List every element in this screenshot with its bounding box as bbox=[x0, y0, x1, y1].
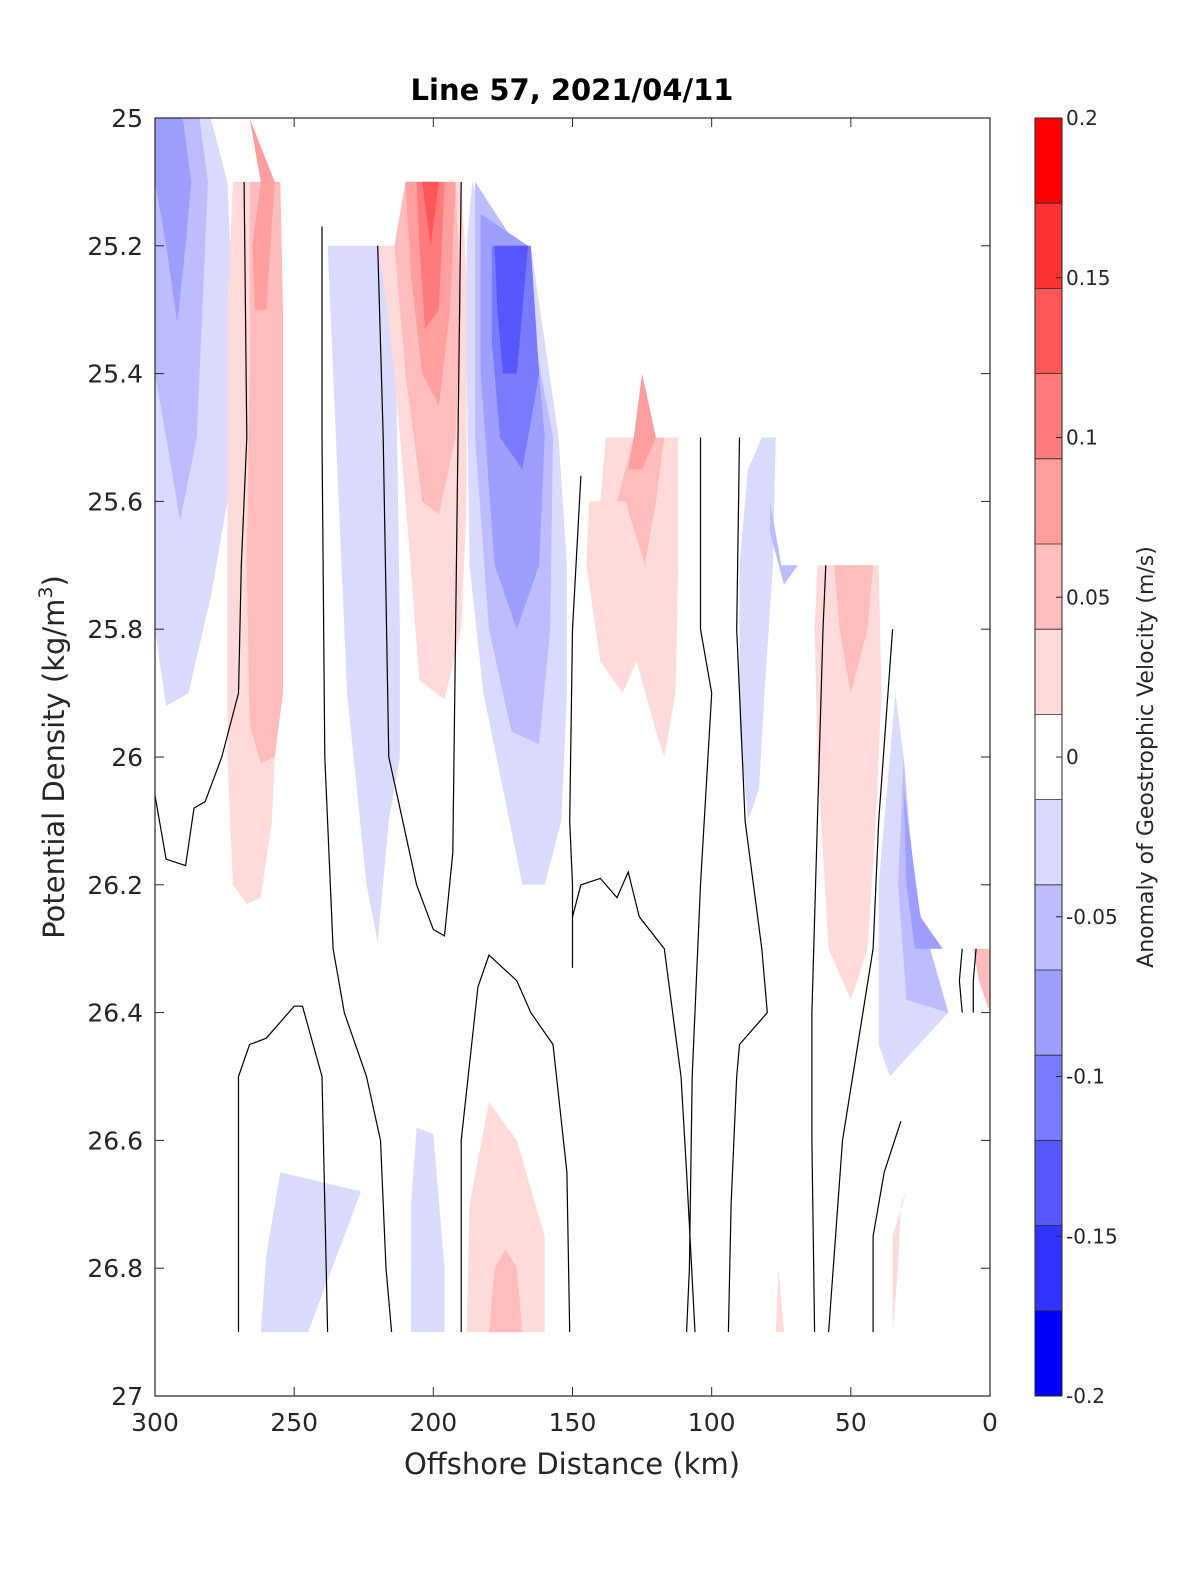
y-axis-label: Potential Density (kg/m3) bbox=[35, 575, 71, 939]
colorbar-band-11 bbox=[1035, 1055, 1062, 1141]
y-tick-label-25.6: 25.6 bbox=[87, 487, 143, 516]
y-tick-label-26.2: 26.2 bbox=[87, 871, 143, 900]
colorbar-ticks: 0.2 0.15 0.1 0.05 0 -0.05 -0.1 -0.15 -0.2 bbox=[1056, 106, 1118, 1408]
zero-contour-8 bbox=[811, 565, 827, 1333]
colorbar-band-10 bbox=[1035, 970, 1062, 1056]
velocity-region-19 bbox=[628, 373, 656, 470]
zero-contour-3 bbox=[237, 1005, 329, 1333]
x-tick-label-50: 50 bbox=[835, 1408, 867, 1437]
velocity-region-26 bbox=[903, 789, 943, 949]
zero-contour-1 bbox=[321, 226, 393, 1333]
velocity-region-11 bbox=[422, 181, 439, 246]
zero-contour-11 bbox=[958, 948, 963, 1013]
colorbar-tick-label-8: -0.2 bbox=[1066, 1384, 1105, 1408]
x-tick-label-0: 0 bbox=[982, 1408, 998, 1437]
velocity-contour-fills bbox=[155, 118, 990, 1333]
velocity-region-10 bbox=[416, 181, 445, 329]
velocity-region-2 bbox=[155, 118, 192, 323]
colorbar-band-3 bbox=[1035, 373, 1062, 460]
x-tick-label-300: 300 bbox=[131, 1408, 179, 1437]
colorbar-tick-label-6: -0.1 bbox=[1066, 1065, 1105, 1089]
colorbar-band-8 bbox=[1035, 799, 1062, 886]
colorbar-tick-label-1: 0.15 bbox=[1066, 266, 1111, 290]
velocity-region-32 bbox=[775, 1268, 784, 1333]
colorbar-band-6 bbox=[1035, 629, 1062, 715]
colorbar-tick-label-7: -0.15 bbox=[1066, 1224, 1118, 1248]
zero-contour-4 bbox=[460, 954, 571, 1333]
zero-contour-12 bbox=[972, 948, 977, 1013]
zero-contour-9 bbox=[828, 629, 894, 1333]
velocity-region-6 bbox=[327, 245, 400, 943]
colorbar-tick-label-5: -0.05 bbox=[1066, 905, 1118, 929]
y-axis-label-superscript: 3 bbox=[35, 586, 57, 598]
velocity-region-16 bbox=[494, 245, 528, 374]
x-tick-label-200: 200 bbox=[409, 1408, 457, 1437]
colorbar-band-5 bbox=[1035, 544, 1062, 630]
y-tick-label-25.8: 25.8 bbox=[87, 615, 143, 644]
plot-area: 300 250 200 150 100 50 0 2525.225.425.625.8262… bbox=[87, 104, 998, 1437]
x-axis-label: Offshore Distance (km) bbox=[404, 1447, 740, 1481]
velocity-region-30 bbox=[466, 1102, 545, 1333]
zero-contour-2 bbox=[377, 181, 462, 937]
colorbar-band-0 bbox=[1035, 118, 1062, 204]
x-tick-label-250: 250 bbox=[270, 1408, 318, 1437]
velocity-region-25 bbox=[898, 757, 949, 1013]
x-axis: 300 250 200 150 100 50 0 bbox=[131, 118, 998, 1437]
velocity-region-29 bbox=[411, 1127, 445, 1333]
colorbar: 0.2 0.15 0.1 0.05 0 -0.05 -0.1 -0.15 -0.2 Anomal… bbox=[1034, 106, 1159, 1408]
y-axis-label-main: Potential Density (kg/m bbox=[37, 599, 71, 939]
colorbar-band-2 bbox=[1035, 288, 1062, 375]
y-tick-label-26.4: 26.4 bbox=[87, 999, 143, 1028]
velocity-region-22 bbox=[814, 565, 882, 1000]
velocity-region-17 bbox=[586, 437, 679, 757]
velocity-region-5 bbox=[249, 118, 275, 310]
y-axis: 25 25.2 25.4 25.6 25.8 26 26.2 26.4 26.6 26.8 27 bbox=[87, 104, 990, 1411]
velocity-region-27 bbox=[973, 948, 990, 1013]
zero-contour-lines bbox=[155, 181, 977, 1333]
y-tick-label-26.8: 26.8 bbox=[87, 1254, 143, 1283]
colorbar-tick-label-0: 0.2 bbox=[1066, 106, 1098, 130]
x-tick-label-150: 150 bbox=[549, 1408, 597, 1437]
colorbar-tick-label-4: 0 bbox=[1066, 745, 1079, 769]
y-tick-label-25.2: 25.2 bbox=[87, 232, 143, 261]
zero-contour-10 bbox=[872, 1121, 902, 1333]
y-tick-label-25: 25 bbox=[111, 104, 143, 133]
colorbar-tick-label-2: 0.1 bbox=[1066, 426, 1098, 450]
zero-contour-7 bbox=[727, 437, 768, 1333]
zero-contour-5 bbox=[569, 475, 696, 1333]
y-tick-label-26.6: 26.6 bbox=[87, 1126, 143, 1155]
colorbar-label: Anomaly of Geostrophic Velocity (m/s) bbox=[1134, 546, 1159, 968]
velocity-region-4 bbox=[246, 181, 283, 764]
colorbar-band-13 bbox=[1035, 1225, 1062, 1312]
velocity-region-21 bbox=[770, 501, 798, 585]
colorbar-band-1 bbox=[1035, 203, 1062, 289]
y-tick-label-25.4: 25.4 bbox=[87, 360, 143, 389]
velocity-region-31 bbox=[489, 1249, 523, 1333]
zero-contour-6 bbox=[686, 437, 713, 1333]
velocity-region-28 bbox=[260, 1172, 361, 1333]
velocity-region-23 bbox=[834, 565, 874, 694]
zero-contour-0 bbox=[155, 181, 248, 867]
y-tick-label-26: 26 bbox=[111, 743, 143, 772]
y-axis-label-close: ) bbox=[37, 575, 71, 586]
colorbar-band-9 bbox=[1035, 884, 1062, 971]
colorbar-band-14 bbox=[1035, 1310, 1062, 1397]
colorbar-band-4 bbox=[1035, 458, 1062, 545]
colorbar-bands bbox=[1035, 118, 1062, 1397]
colorbar-band-12 bbox=[1035, 1140, 1062, 1227]
chart-title: Line 57, 2021/04/11 bbox=[411, 73, 734, 107]
velocity-region-20 bbox=[739, 437, 776, 821]
velocity-region-33 bbox=[892, 1191, 907, 1333]
colorbar-tick-label-3: 0.05 bbox=[1066, 585, 1111, 609]
y-tick-label-27: 27 bbox=[111, 1382, 143, 1411]
x-tick-label-100: 100 bbox=[688, 1408, 736, 1437]
